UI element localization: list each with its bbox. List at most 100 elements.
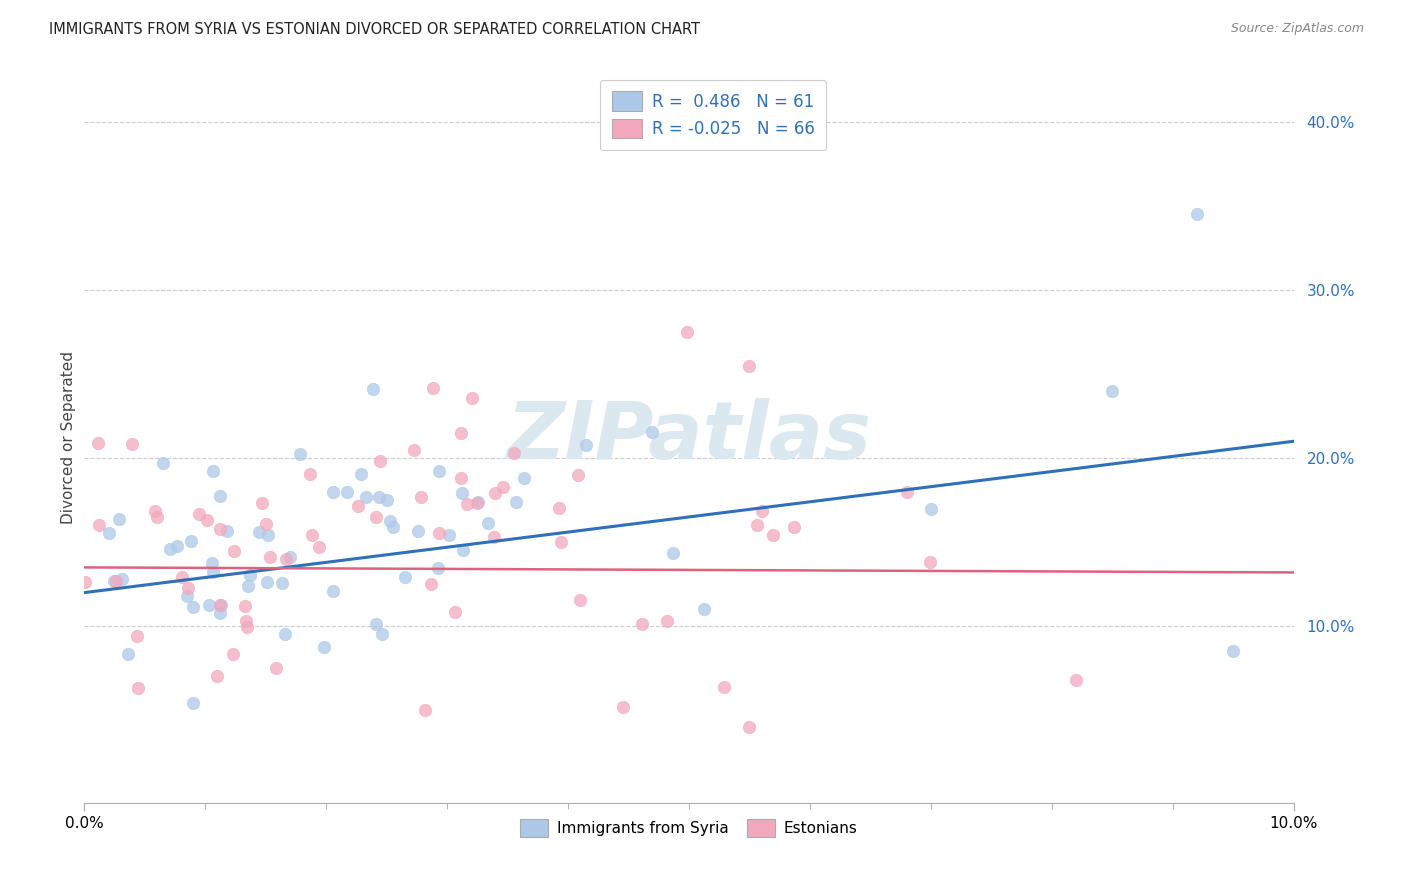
- Point: [87, 436, 110, 450]
- Point: [176, 590, 198, 604]
- Point: [209, 598, 232, 612]
- Point: [257, 528, 280, 542]
- Point: [350, 467, 373, 482]
- Point: [502, 445, 524, 459]
- Point: [415, 703, 437, 717]
- Point: [450, 426, 472, 441]
- Point: [181, 599, 204, 614]
- Point: [492, 480, 515, 494]
- Point: [97, 525, 120, 540]
- Point: [745, 517, 768, 532]
- Point: [422, 381, 444, 395]
- Point: [366, 617, 388, 632]
- Point: [273, 626, 295, 640]
- Point: [783, 520, 806, 534]
- Point: [235, 599, 257, 613]
- Point: [382, 520, 405, 534]
- Point: [575, 438, 598, 452]
- Point: [505, 495, 527, 509]
- Point: [1064, 673, 1087, 687]
- Point: [427, 525, 450, 540]
- Point: [108, 512, 131, 526]
- Point: [301, 528, 323, 542]
- Point: [456, 497, 478, 511]
- Point: [896, 484, 918, 499]
- Point: [548, 501, 571, 516]
- Point: [322, 485, 344, 500]
- Point: [121, 437, 143, 451]
- Point: [236, 579, 259, 593]
- Point: [482, 530, 505, 544]
- Point: [450, 471, 472, 485]
- Point: [477, 516, 499, 530]
- Point: [105, 574, 128, 588]
- Point: [427, 561, 450, 575]
- Point: [406, 524, 429, 538]
- Point: [215, 524, 238, 538]
- Point: [693, 601, 716, 615]
- Point: [661, 545, 683, 559]
- Point: [177, 581, 200, 595]
- Point: [569, 592, 592, 607]
- Point: [259, 550, 281, 565]
- Point: [208, 599, 231, 613]
- Point: [180, 534, 202, 549]
- Point: [368, 490, 391, 504]
- Point: [159, 542, 181, 557]
- Point: [271, 576, 294, 591]
- Legend: Immigrants from Syria, Estonians: Immigrants from Syria, Estonians: [515, 813, 863, 843]
- Point: [513, 471, 536, 485]
- Point: [205, 669, 228, 683]
- Text: ZIPatlas: ZIPatlas: [506, 398, 872, 476]
- Point: [170, 570, 193, 584]
- Point: [336, 485, 359, 500]
- Point: [655, 614, 678, 628]
- Point: [143, 503, 166, 517]
- Point: [371, 627, 394, 641]
- Point: [312, 640, 335, 654]
- Point: [202, 464, 225, 478]
- Point: [264, 661, 287, 675]
- Point: [198, 599, 221, 613]
- Point: [738, 359, 761, 373]
- Point: [127, 681, 149, 696]
- Point: [239, 568, 262, 582]
- Point: [280, 549, 302, 564]
- Point: [87, 518, 110, 533]
- Point: [920, 555, 942, 569]
- Point: [195, 513, 218, 527]
- Point: [713, 680, 735, 694]
- Text: Source: ZipAtlas.com: Source: ZipAtlas.com: [1230, 22, 1364, 36]
- Y-axis label: Divorced or Separated: Divorced or Separated: [60, 351, 76, 524]
- Point: [675, 325, 697, 339]
- Point: [209, 489, 232, 503]
- Point: [394, 570, 416, 584]
- Point: [274, 552, 297, 566]
- Point: [368, 454, 391, 468]
- Point: [152, 456, 174, 470]
- Point: [146, 509, 169, 524]
- Point: [380, 514, 402, 528]
- Point: [364, 510, 387, 524]
- Point: [631, 617, 654, 632]
- Point: [166, 539, 188, 553]
- Point: [443, 606, 465, 620]
- Point: [254, 517, 277, 532]
- Point: [249, 525, 271, 540]
- Point: [252, 496, 274, 510]
- Point: [298, 467, 321, 481]
- Point: [375, 492, 398, 507]
- Point: [288, 447, 311, 461]
- Point: [484, 485, 506, 500]
- Point: [612, 700, 634, 714]
- Point: [347, 500, 370, 514]
- Point: [411, 490, 433, 504]
- Point: [308, 540, 330, 554]
- Point: [322, 584, 344, 599]
- Point: [188, 507, 211, 521]
- Point: [208, 606, 231, 620]
- Point: [354, 490, 377, 504]
- Point: [427, 464, 450, 478]
- Point: [451, 486, 474, 500]
- Point: [461, 391, 484, 405]
